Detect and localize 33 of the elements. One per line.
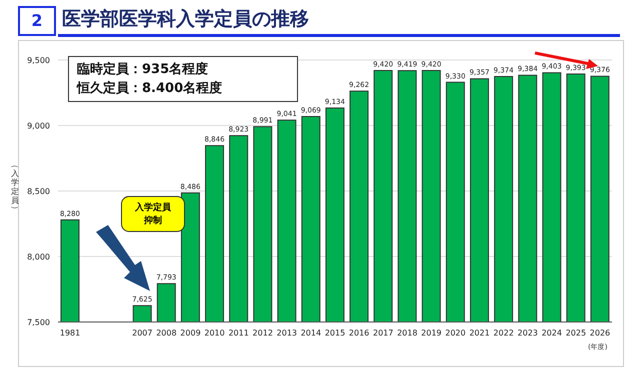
y-tick-label: 8,500 <box>27 186 50 196</box>
x-tick-label: 2023 <box>518 328 538 338</box>
x-tick-label: 2026 <box>590 328 610 338</box>
x-tick-label: 2024 <box>542 328 562 338</box>
callout-box: 入学定員抑制 <box>121 196 185 232</box>
x-tick-label: 2013 <box>276 328 298 338</box>
y-axis-title: （入学定員） <box>10 160 20 214</box>
x-tick-label: 2019 <box>421 328 442 338</box>
x-tick-label: 2007 <box>132 328 152 338</box>
x-tick-label: 2014 <box>300 328 322 338</box>
x-tick-label: 2009 <box>180 328 201 338</box>
note-box: 臨時定員：935名程度 恒久定員：8.400名程度 <box>68 56 298 102</box>
x-tick-label: 2020 <box>445 328 466 338</box>
x-tick-label: 2008 <box>156 328 177 338</box>
x-tick-label: 2018 <box>397 328 418 338</box>
x-tick-label: 2021 <box>469 328 490 338</box>
x-tick-label: 1981 <box>60 328 80 338</box>
y-tick-label: 8,000 <box>27 252 50 262</box>
x-tick-label: 2015 <box>324 328 346 338</box>
x-tick-label: 2012 <box>252 328 273 338</box>
x-tick-label: 2011 <box>228 328 249 338</box>
x-tick-label: 2016 <box>348 328 370 338</box>
x-tick-label: 2025 <box>566 328 586 338</box>
y-tick-label: 9,500 <box>27 56 50 65</box>
text: 2 <box>18 6 56 36</box>
y-tick-label: 9,000 <box>27 121 50 130</box>
x-tick-label: 2017 <box>372 328 394 338</box>
x-tick-label: 2022 <box>493 328 514 338</box>
x-tick-label: 2010 <box>204 328 225 338</box>
annotation: 臨時定員：935名程度 <box>77 60 210 79</box>
chart-title: 医学部医学科入学定員の推移 <box>62 7 309 32</box>
annotation: 恒久定員：8.400名程度 <box>77 80 224 98</box>
y-tick-label: 7,500 <box>27 318 50 327</box>
